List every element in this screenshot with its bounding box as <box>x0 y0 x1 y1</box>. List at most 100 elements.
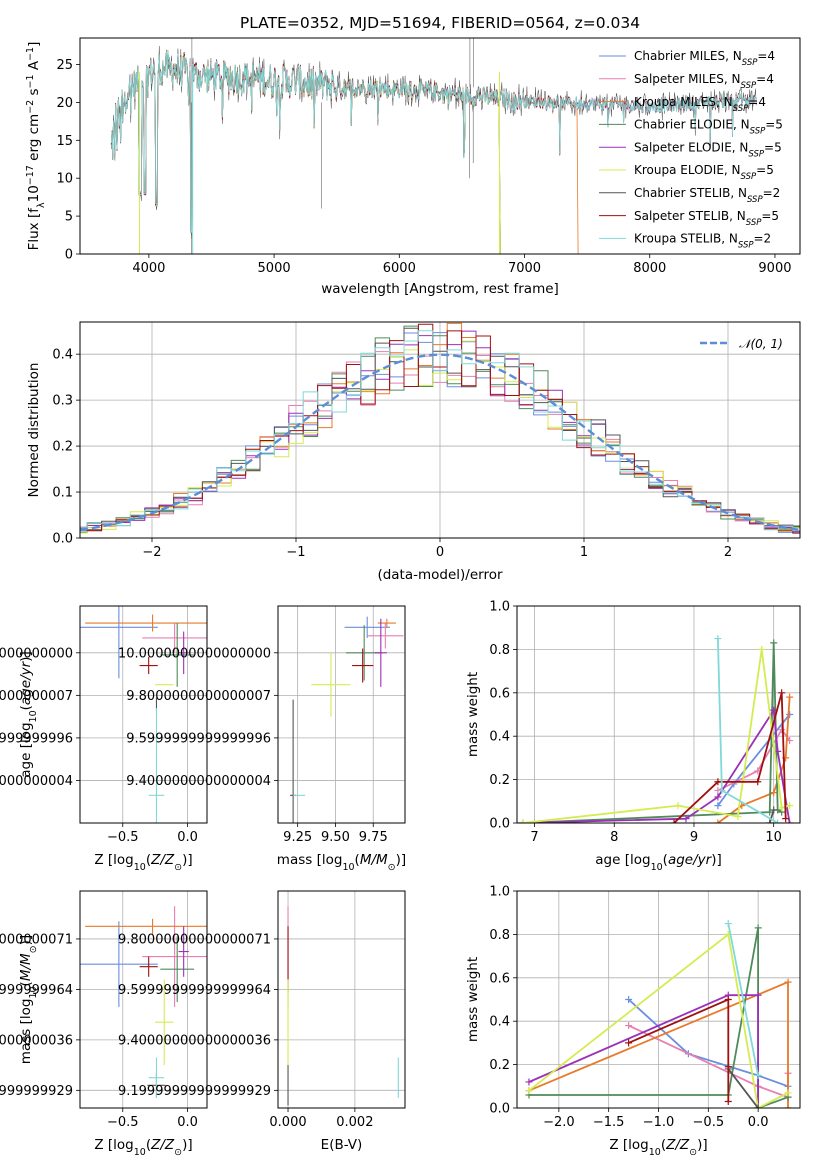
legend-sub: SSP <box>741 81 757 91</box>
label-part: )] <box>182 1137 193 1153</box>
label-part: log <box>113 852 134 868</box>
label-part: ⊙ <box>689 1147 697 1158</box>
label-part: s <box>26 88 42 99</box>
weight-point-marker <box>519 819 527 823</box>
weight-line-kroupa-elodie <box>528 932 789 1108</box>
label-part: (data-model)/error <box>377 567 503 583</box>
weight-point-marker <box>754 991 762 999</box>
label-part: ( <box>146 852 151 868</box>
label-part: A <box>26 60 42 74</box>
label-part: Flux [f <box>26 207 42 251</box>
label-part: ] <box>26 42 42 47</box>
weight-point-marker <box>625 1022 633 1030</box>
legend-text: =4 <box>748 95 766 109</box>
x-tick-label: 9.75 <box>359 830 388 845</box>
weight-line-chabrier-miles <box>627 998 789 1088</box>
weight-point-marker <box>784 1104 792 1108</box>
label-part: mass [ <box>277 852 322 868</box>
weight-point-marker <box>724 1063 732 1071</box>
x-tick-label: −2 <box>142 545 161 560</box>
weight-line-chabrier-stelib <box>727 1068 759 1108</box>
weight-line-chabrier-stelib <box>768 809 775 823</box>
label-part: age [ <box>595 852 630 868</box>
weight-point-marker <box>714 793 722 801</box>
weight-point-marker <box>714 819 722 823</box>
label-part: log <box>18 999 34 1020</box>
weight-point-marker <box>778 804 786 812</box>
x-tick-label: 4000 <box>132 261 165 276</box>
label-part: 10 <box>134 862 146 873</box>
x-tick-label: −1 <box>286 545 305 560</box>
label-part: E(B-V) <box>321 1137 363 1153</box>
panel-age-vs-Z: −0.5 0.0 9.4000000000000004 9.5999999999999… <box>0 605 208 873</box>
legend-sub: SSP <box>748 149 764 159</box>
panel-mass-vs-Z: −0.5 0.0 9.19999999999999929 9.400000000000… <box>0 890 208 1158</box>
legend-text: =2 <box>754 232 772 246</box>
legend-sub: SSP <box>750 127 766 137</box>
y-tick-label: 9.40000000000000036 <box>118 1033 271 1048</box>
label-part: mass weight <box>465 957 481 1042</box>
legend-sub: SSP <box>747 195 763 205</box>
label-part: −2 <box>25 100 36 114</box>
label-part: )] <box>182 852 193 868</box>
y-tick-label: 1.0 <box>489 885 510 900</box>
weight-point-marker <box>784 978 792 986</box>
legend-text: =5 <box>756 163 774 177</box>
weight-point-marker <box>778 726 786 734</box>
y-tick-label: 0.6 <box>489 686 510 701</box>
legend-entry: Salpeter MILES, NSSP=4 <box>634 72 774 91</box>
label-part: 10 <box>649 1147 661 1158</box>
mass-vs-EBV-xlabel: E(B-V) <box>321 1137 363 1153</box>
label-part: λ <box>36 202 47 208</box>
weight-point-marker <box>754 1071 762 1079</box>
plot-area-massweight-vs-age <box>519 635 794 823</box>
x-tick-label: 9 <box>690 830 698 845</box>
legend-sub: SSP <box>746 218 762 228</box>
label-part: 10 <box>651 862 663 873</box>
axes-frame <box>516 605 801 824</box>
label-part: −1 <box>25 47 36 61</box>
weight-point-marker <box>682 815 690 823</box>
mass-vs-Z-xlabel: Z [log10(Z/Z⊙)] <box>94 1137 192 1158</box>
panel-massweight-vs-Z: −2.0 −1.5 −1.0 −0.5 0.0 0.0 0.2 0.4 0.6 0.8 1.0 Z [… <box>465 885 801 1158</box>
y-tick-label: 0.0 <box>489 817 510 832</box>
weight-point-marker <box>724 996 732 1003</box>
legend-sub: SSP <box>742 58 758 68</box>
label-part: M/M <box>18 953 34 981</box>
y-tick-label: 9.59999999999999964 <box>0 983 73 998</box>
weight-point-marker <box>786 693 794 701</box>
legend-text: Salpeter STELIB, N <box>634 209 746 223</box>
label-part: log <box>628 1137 649 1153</box>
axes-frame <box>79 321 801 539</box>
massweight-vs-age-xlabel: age [log10(age/yr)] <box>595 852 721 873</box>
legend-text: =5 <box>761 209 779 223</box>
label-part: Z [ <box>609 1137 628 1153</box>
x-tick-label: 9.50 <box>321 830 350 845</box>
weight-point-marker <box>625 1039 633 1047</box>
x-tick-label: 2 <box>724 545 732 560</box>
y-tick-label: 0.4 <box>489 730 510 745</box>
label-part: 10 <box>28 710 39 722</box>
weight-point-marker <box>774 819 782 823</box>
histogram-salpeter-miles <box>80 351 800 532</box>
weight-point-marker <box>525 1078 533 1086</box>
weight-point-marker <box>784 1089 792 1097</box>
x-tick-label: −0.5 <box>693 1115 725 1130</box>
y-tick-label: 9.8000000000000007 <box>0 689 73 704</box>
weight-point-marker <box>718 786 726 794</box>
x-tick-label: 5000 <box>258 261 291 276</box>
label-part: ⊙ <box>388 862 396 873</box>
spectrum-line-chabrier-elodie <box>110 51 501 254</box>
weight-point-marker <box>734 812 742 820</box>
label-part: age/yr <box>668 852 713 868</box>
y-tick-label: 9.19999999999999929 <box>118 1084 271 1099</box>
weight-point-marker <box>714 778 722 786</box>
weight-point-marker <box>724 920 732 928</box>
label-part: 10 <box>26 185 42 202</box>
legend-entry: Kroupa STELIB, NSSP=2 <box>634 232 771 251</box>
spectrum-line-kroupa-elodie <box>110 51 501 254</box>
plot-area-age-vs-Z <box>80 606 207 823</box>
y-tick-label: 0.2 <box>52 440 73 455</box>
